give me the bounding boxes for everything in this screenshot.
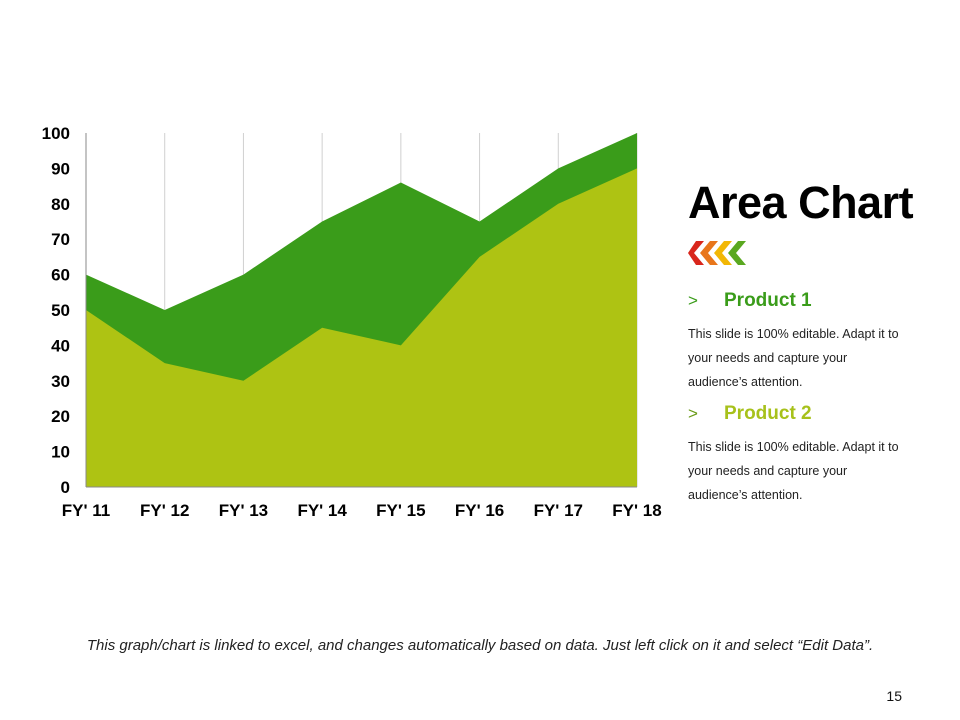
chart-axes bbox=[85, 133, 637, 488]
product-2-name: Product 2 bbox=[724, 403, 812, 424]
y-tick-label: 80 bbox=[51, 195, 70, 214]
x-tick-label: FY' 18 bbox=[612, 501, 661, 520]
y-tick-label: 20 bbox=[51, 407, 70, 426]
chevron-arrows-icon bbox=[688, 241, 746, 265]
page-number: 15 bbox=[886, 688, 902, 704]
product-2-block: > Product 2 This slide is 100% editable.… bbox=[688, 403, 908, 507]
product-1-block: > Product 1 This slide is 100% editable.… bbox=[688, 290, 908, 394]
y-tick-label: 100 bbox=[42, 124, 70, 143]
footer-note: This graph/chart is linked to excel, and… bbox=[86, 637, 874, 654]
x-axis-ticks: FY' 11 FY' 12 FY' 13 FY' 14 FY' 15 FY' 16 FY' … bbox=[62, 501, 662, 520]
area-series-2 bbox=[86, 168, 637, 487]
x-tick-label: FY' 14 bbox=[297, 501, 347, 520]
y-axis-ticks: 0 10 20 30 40 50 60 70 80 90 100 bbox=[42, 124, 70, 497]
x-tick-label: FY' 11 bbox=[62, 501, 110, 520]
product-2-marker: > bbox=[688, 404, 698, 423]
y-tick-label: 90 bbox=[51, 159, 70, 178]
x-tick-label: FY' 15 bbox=[376, 501, 425, 520]
x-tick-label: FY' 17 bbox=[534, 501, 583, 520]
y-tick-label: 30 bbox=[51, 372, 70, 391]
y-tick-label: 50 bbox=[51, 301, 70, 320]
y-tick-label: 60 bbox=[51, 266, 70, 285]
x-tick-label: FY' 16 bbox=[455, 501, 504, 520]
y-tick-label: 70 bbox=[51, 230, 70, 249]
product-1-marker: > bbox=[688, 291, 698, 310]
product-1-description: This slide is 100% editable. Adapt it to… bbox=[688, 327, 899, 389]
y-tick-label: 10 bbox=[51, 443, 70, 462]
y-tick-label: 0 bbox=[61, 478, 70, 497]
product-1-name: Product 1 bbox=[724, 290, 812, 311]
product-2-description: This slide is 100% editable. Adapt it to… bbox=[688, 440, 899, 502]
y-tick-label: 40 bbox=[51, 336, 70, 355]
x-tick-label: FY' 13 bbox=[219, 501, 268, 520]
chart-areas bbox=[86, 133, 637, 487]
slide-title: Area Chart bbox=[688, 177, 914, 228]
x-tick-label: FY' 12 bbox=[140, 501, 189, 520]
